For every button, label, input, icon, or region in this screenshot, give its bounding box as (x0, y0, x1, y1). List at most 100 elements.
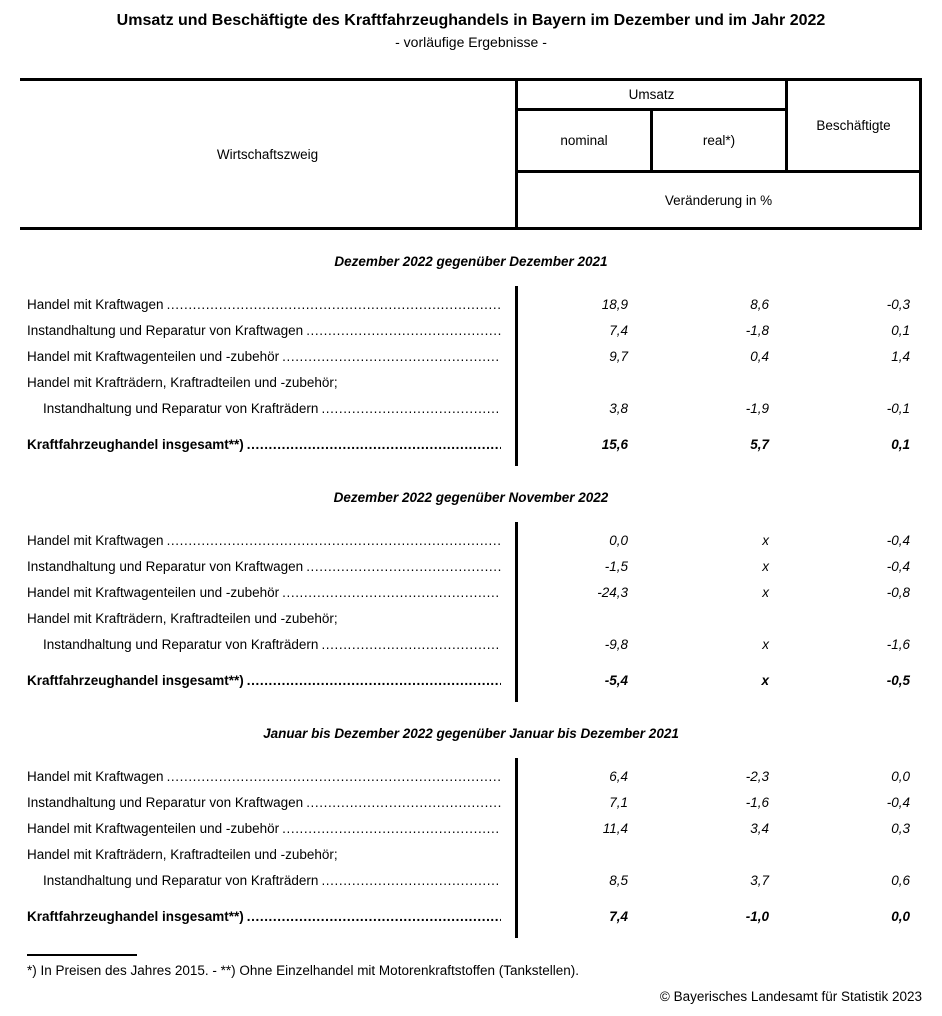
leader-dots: ........................................… (321, 873, 501, 888)
value-employees: -1,6 (886, 637, 910, 652)
row-label: Instandhaltung und Reparatur von Krafträ… (43, 637, 319, 652)
spacer-row (20, 658, 922, 668)
table-row: Handel mit Krafträdern, Kraftradteilen u… (20, 606, 922, 632)
section-rows: Handel mit Kraftwagen...................… (20, 522, 922, 702)
total-label: Kraftfahrzeughandel insgesamt**) (27, 673, 244, 688)
column-header-beschaeftigte: Beschäftigte (785, 81, 919, 173)
value-real: x (762, 533, 769, 548)
value-employees: -0,1 (886, 401, 910, 416)
value-nominal: 15,6 (601, 437, 628, 452)
column-header-nominal: nominal (515, 111, 650, 173)
total-label: Kraftfahrzeughandel insgesamt**) (27, 437, 244, 452)
value-real: -1,6 (745, 795, 769, 810)
value-nominal: 18,9 (601, 297, 628, 312)
value-nominal: -24,3 (597, 585, 628, 600)
value-nominal: 9,7 (609, 349, 628, 364)
leader-dots: ........................................… (246, 909, 501, 924)
row-label: Handel mit Kraftwagen (27, 297, 164, 312)
total-row: Kraftfahrzeughandel insgesamt**)........… (20, 904, 922, 930)
footnote-text: *) In Preisen des Jahres 2015. - **) Ohn… (27, 963, 580, 978)
table-row: Handel mit Krafträdern, Kraftradteilen u… (20, 370, 922, 396)
value-real: -1,9 (745, 401, 769, 416)
row-label: Handel mit Krafträdern, Kraftradteilen u… (27, 847, 338, 862)
table-row: Instandhaltung und Reparatur von Krafträ… (20, 632, 922, 658)
row-label: Handel mit Krafträdern, Kraftradteilen u… (27, 375, 338, 390)
value-real: 5,7 (750, 437, 769, 452)
leader-dots: ........................................… (246, 673, 501, 688)
section-dezember-vs-november: Dezember 2022 gegenüber November 2022 Ha… (20, 488, 922, 702)
value-real: x (761, 673, 769, 688)
value-nominal: 0,0 (609, 533, 628, 548)
table-row: Handel mit Kraftwagen...................… (20, 292, 922, 318)
row-label: Handel mit Kraftwagen (27, 533, 164, 548)
value-nominal: 7,1 (609, 795, 628, 810)
value-real: x (762, 637, 769, 652)
value-employees: 0,0 (891, 909, 910, 924)
value-nominal: 6,4 (609, 769, 628, 784)
row-label: Handel mit Kraftwagenteilen und -zubehör (27, 821, 280, 836)
page-subtitle: - vorläufige Ergebnisse - (395, 34, 547, 50)
leader-dots: ........................................… (306, 559, 501, 574)
column-header-umsatz: Umsatz (515, 81, 785, 111)
value-employees: 1,4 (891, 349, 910, 364)
row-label: Instandhaltung und Reparatur von Krafträ… (43, 401, 319, 416)
copyright-text: © Bayerisches Landesamt für Statistik 20… (659, 989, 922, 1004)
table-row: Handel mit Kraftwagenteilen und -zubehör… (20, 816, 922, 842)
row-label: Instandhaltung und Reparatur von Kraftwa… (27, 323, 304, 338)
row-label: Handel mit Kraftwagenteilen und -zubehör (27, 585, 280, 600)
section-heading: Dezember 2022 gegenüber November 2022 (333, 490, 609, 505)
value-nominal: 7,4 (609, 909, 628, 924)
value-nominal: -5,4 (604, 673, 628, 688)
section-dezember-vs-dezember: Dezember 2022 gegenüber Dezember 2021 Ha… (20, 252, 922, 466)
table-row: Handel mit Kraftwagen...................… (20, 764, 922, 790)
leader-dots: ........................................… (166, 297, 501, 312)
spacer-row (20, 894, 922, 904)
value-employees: 0,0 (891, 769, 910, 784)
column-header-real: real*) (650, 111, 785, 173)
value-real: -1,8 (745, 323, 769, 338)
row-label: Handel mit Kraftwagenteilen und -zubehör (27, 349, 280, 364)
column-header-veraenderung: Veränderung in % (515, 173, 919, 227)
leader-dots: ........................................… (246, 437, 501, 452)
value-nominal: -9,8 (604, 637, 628, 652)
value-real: 8,6 (750, 297, 769, 312)
value-real: x (762, 559, 769, 574)
value-real: -1,0 (745, 909, 769, 924)
table-row: Instandhaltung und Reparatur von Krafträ… (20, 396, 922, 422)
value-real: x (762, 585, 769, 600)
value-real: 0,4 (750, 349, 769, 364)
value-employees: -0,4 (886, 559, 910, 574)
value-real: -2,3 (745, 769, 769, 784)
leader-dots: ........................................… (282, 349, 501, 364)
value-real: 3,4 (750, 821, 769, 836)
leader-dots: ........................................… (166, 769, 501, 784)
table-row: Instandhaltung und Reparatur von Kraftwa… (20, 318, 922, 344)
page-title: Umsatz und Beschäftigte des Kraftfahrzeu… (116, 12, 826, 29)
total-label: Kraftfahrzeughandel insgesamt**) (27, 909, 244, 924)
leader-dots: ........................................… (321, 637, 501, 652)
section-rows: Handel mit Kraftwagen...................… (20, 758, 922, 938)
row-label: Instandhaltung und Reparatur von Kraftwa… (27, 795, 304, 810)
table-row: Instandhaltung und Reparatur von Kraftwa… (20, 554, 922, 580)
value-real: 3,7 (750, 873, 769, 888)
value-employees: -0,5 (886, 673, 910, 688)
row-label: Instandhaltung und Reparatur von Kraftwa… (27, 559, 304, 574)
value-employees: 0,1 (891, 437, 910, 452)
section-rows: Handel mit Kraftwagen...................… (20, 286, 922, 466)
value-employees: -0,4 (886, 533, 910, 548)
value-employees: -0,8 (886, 585, 910, 600)
total-row: Kraftfahrzeughandel insgesamt**)........… (20, 668, 922, 694)
table-row: Instandhaltung und Reparatur von Krafträ… (20, 868, 922, 894)
leader-dots: ........................................… (282, 821, 501, 836)
row-label: Handel mit Kraftwagen (27, 769, 164, 784)
row-label: Handel mit Krafträdern, Kraftradteilen u… (27, 611, 338, 626)
leader-dots: ........................................… (282, 585, 501, 600)
leader-dots: ........................................… (306, 323, 501, 338)
value-employees: 0,1 (891, 323, 910, 338)
table-row: Handel mit Kraftwagen...................… (20, 528, 922, 554)
table-row: Handel mit Krafträdern, Kraftradteilen u… (20, 842, 922, 868)
table-row: Handel mit Kraftwagenteilen und -zubehör… (20, 580, 922, 606)
table-row: Handel mit Kraftwagenteilen und -zubehör… (20, 344, 922, 370)
leader-dots: ........................................… (306, 795, 501, 810)
